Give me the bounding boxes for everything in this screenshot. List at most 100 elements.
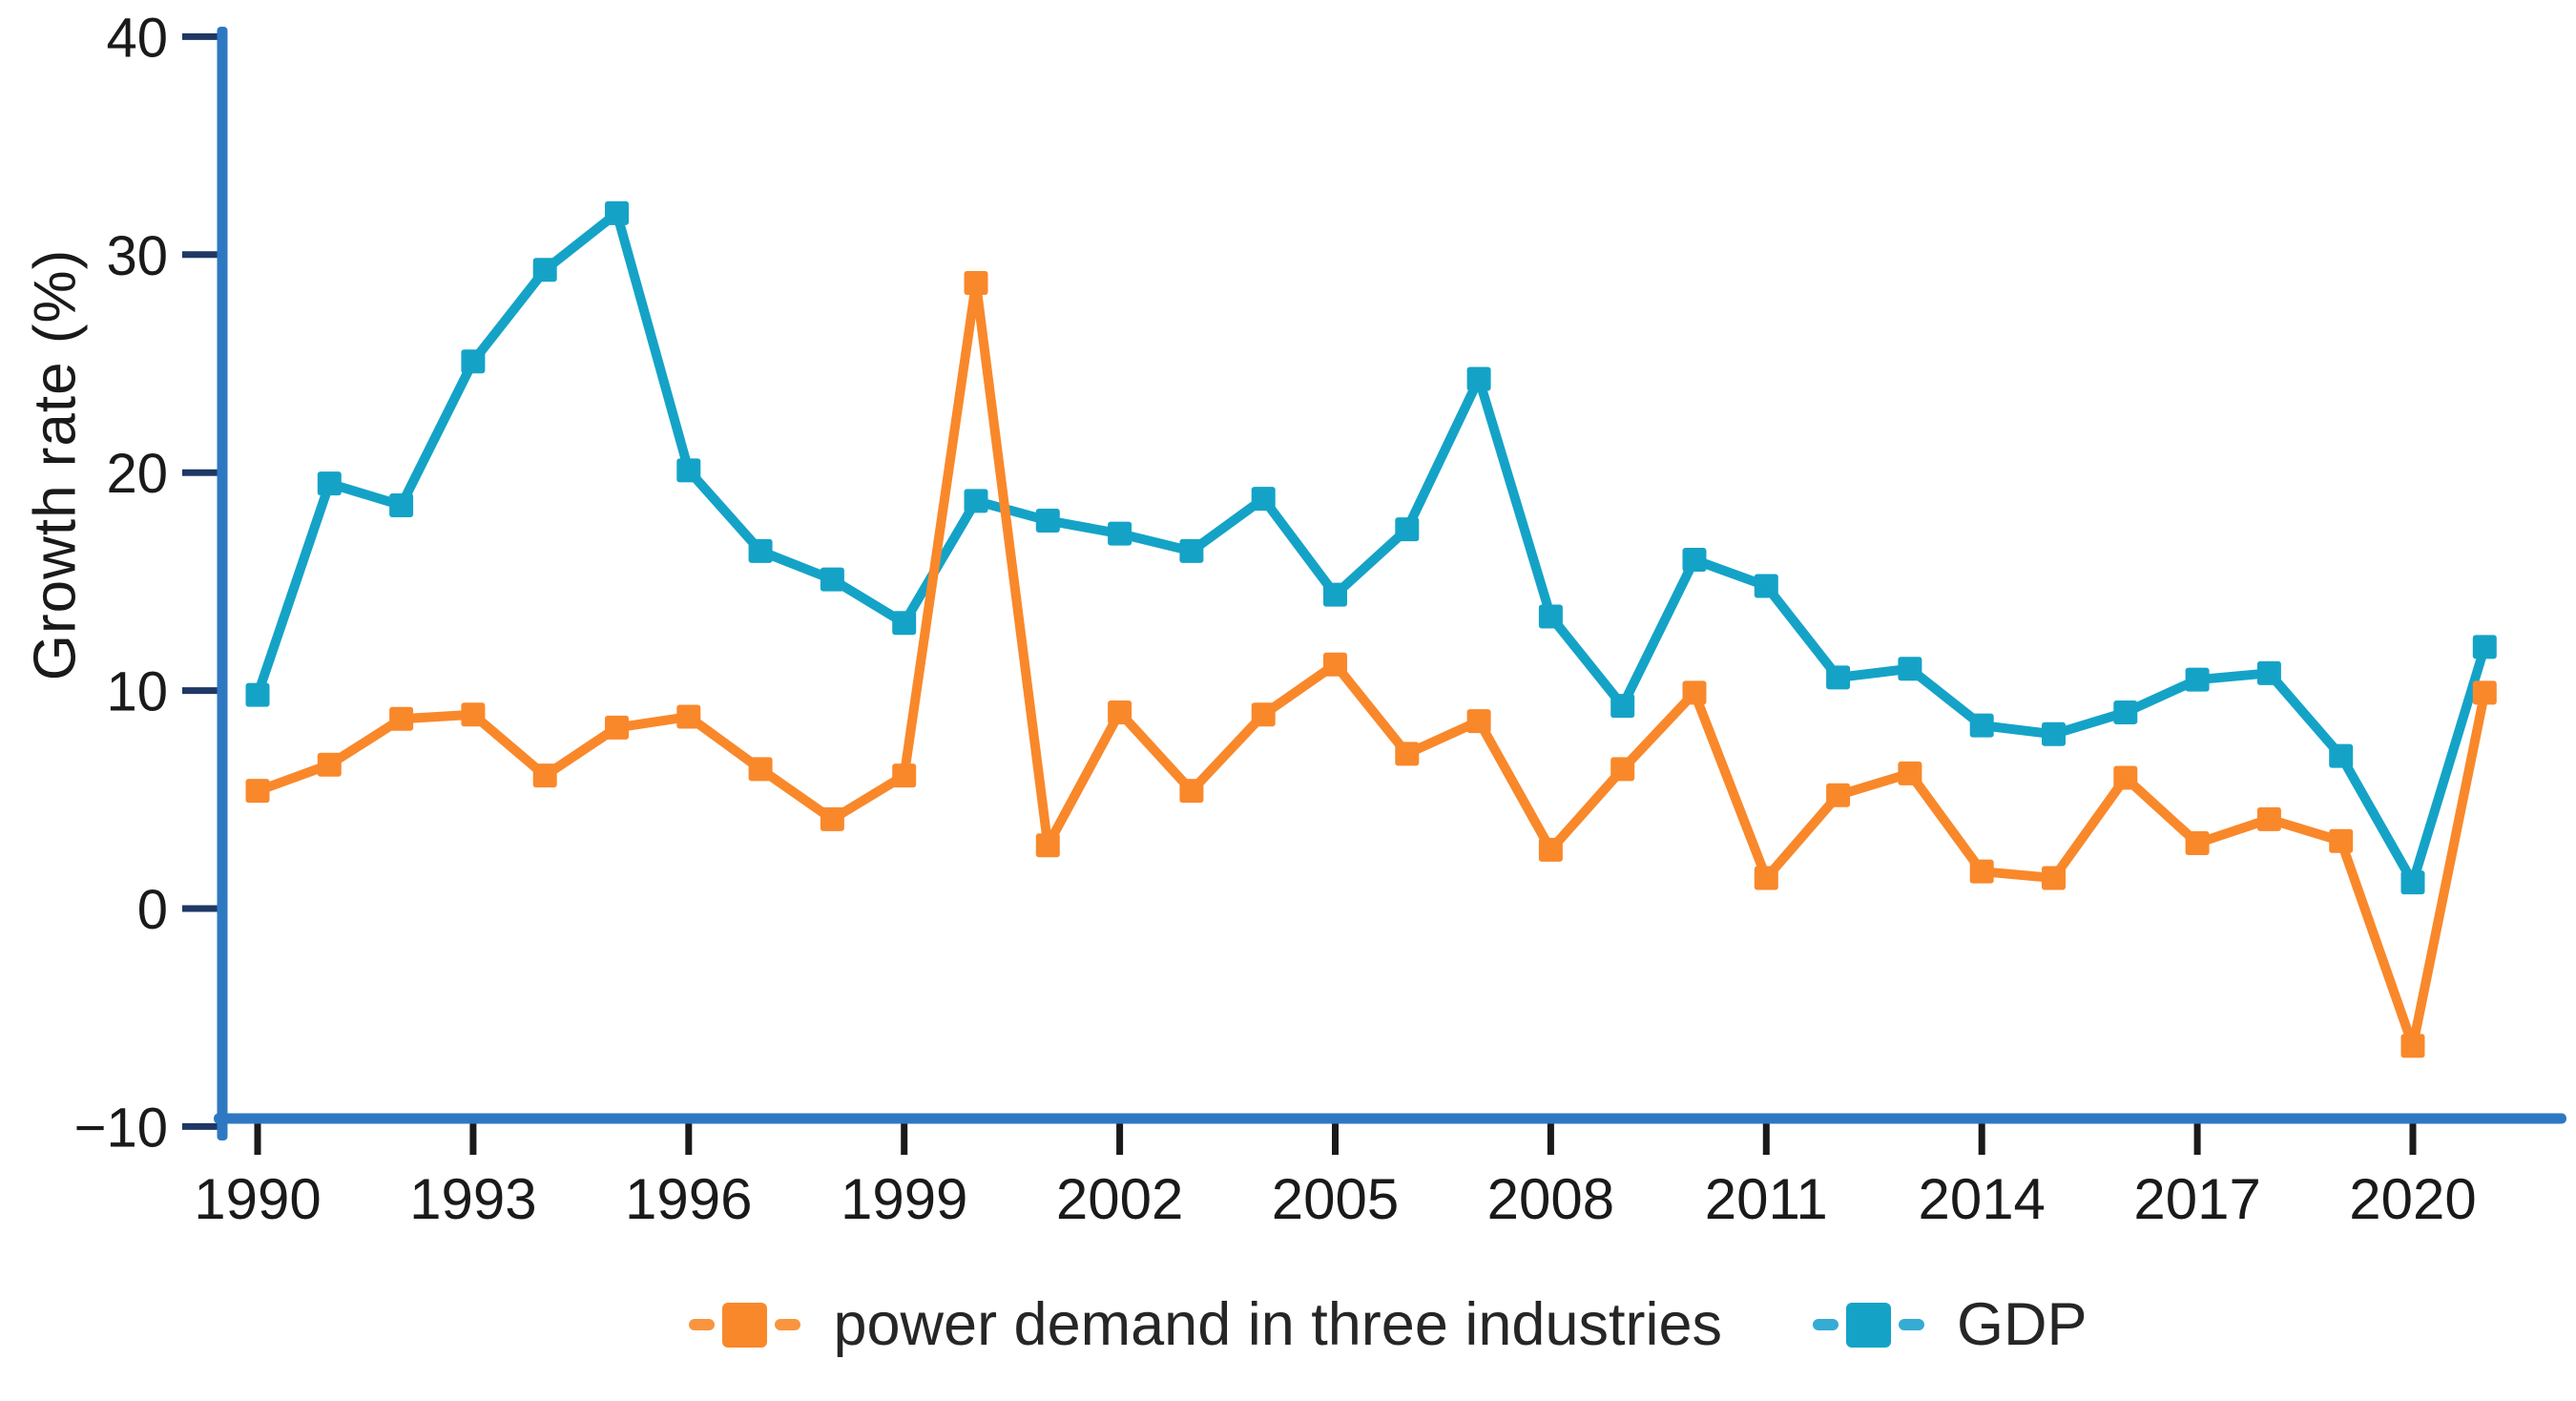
power-demand-data-point-marker — [748, 757, 773, 782]
gdp-data-point-marker — [461, 349, 486, 374]
power-demand-data-point-marker — [1682, 680, 1707, 705]
x-tick-label: 1999 — [841, 1167, 967, 1231]
gdp-data-point-marker — [2042, 721, 2066, 746]
legend-dash-right — [775, 1319, 801, 1330]
legend-label-gdp: GDP — [1957, 1291, 2088, 1358]
legend-dash-left — [689, 1319, 716, 1330]
power-demand-data-point-marker — [2042, 866, 2066, 890]
gdp-data-point-marker — [1108, 521, 1132, 546]
legend-label-power-demand: power demand in three industries — [833, 1291, 1722, 1358]
gdp-data-point-marker — [2329, 743, 2354, 768]
gdp-data-point-marker — [605, 200, 629, 225]
power-demand-data-point-marker — [532, 763, 557, 788]
legend-square-marker — [722, 1302, 768, 1348]
x-tick-label: 1993 — [409, 1167, 536, 1231]
gdp-data-point-marker — [2185, 667, 2210, 692]
gdp-data-point-marker — [2400, 870, 2425, 895]
power-demand-data-point-marker — [1898, 761, 1922, 785]
y-tick-label: 0 — [137, 879, 168, 941]
y-tick-label: −10 — [74, 1097, 168, 1159]
legend-square-marker — [1846, 1302, 1891, 1348]
x-tick-label: 2011 — [1705, 1167, 1828, 1231]
y-tick-label: 40 — [106, 7, 168, 69]
gdp-data-point-marker — [1682, 548, 1707, 573]
power-demand-data-point-marker — [2329, 828, 2354, 853]
power-demand-data-point-marker — [1251, 702, 1276, 727]
power-demand-line-marker-icon — [689, 1302, 801, 1348]
x-tick-label: 2002 — [1056, 1167, 1183, 1231]
power-demand-data-point-marker — [1610, 757, 1635, 782]
power-demand-data-point-marker — [389, 706, 414, 731]
power-demand-data-point-marker — [245, 779, 270, 804]
legend-dash-left — [1813, 1319, 1839, 1330]
power-demand-data-point-marker — [820, 806, 844, 831]
x-tick-label: 2020 — [2349, 1167, 2476, 1231]
power-demand-data-point-marker — [1826, 783, 1851, 807]
power-demand-data-point-marker — [1969, 859, 1994, 884]
gdp-data-point-marker — [1826, 665, 1851, 690]
gdp-data-point-marker — [389, 492, 414, 517]
power-demand-data-point-marker — [1538, 837, 1563, 862]
x-tick-label: 2014 — [1918, 1167, 2045, 1231]
gdp-data-point-marker — [1610, 694, 1635, 719]
gdp-line-marker-icon — [1813, 1302, 1924, 1348]
gdp-data-point-marker — [892, 611, 917, 636]
power-demand-data-point-marker — [2400, 1034, 2425, 1058]
gdp-data-point-marker — [1251, 487, 1276, 512]
power-demand-data-point-marker — [2113, 765, 2138, 790]
gdp-data-point-marker — [1466, 366, 1491, 391]
power-demand-data-point-marker — [892, 763, 917, 788]
power-demand-data-point-marker — [1754, 866, 1778, 890]
legend-dash-right — [1899, 1319, 1924, 1330]
power-demand-data-point-marker — [676, 704, 701, 729]
gdp-data-point-marker — [2472, 635, 2497, 659]
legend: power demand in three industries GDP — [0, 1290, 2576, 1359]
power-demand-data-point-marker — [964, 270, 988, 295]
gdp-data-point-marker — [1395, 517, 1420, 542]
power-demand-data-point-marker — [1395, 742, 1420, 766]
gdp-data-point-marker — [317, 471, 342, 496]
y-tick-label: 20 — [106, 443, 168, 505]
y-axis-line — [217, 27, 228, 1140]
gdp-data-point-marker — [1538, 604, 1563, 629]
power-demand-data-point-marker — [1466, 709, 1491, 734]
gdp-data-point-marker — [245, 682, 270, 707]
power-demand-data-point-marker — [461, 702, 486, 727]
gdp-data-point-marker — [820, 567, 844, 592]
gdp-line-series — [253, 208, 2490, 888]
gdp-data-point-marker — [2113, 700, 2138, 724]
gdp-data-point-marker — [2256, 660, 2281, 685]
gdp-data-point-marker — [1179, 538, 1204, 563]
power-demand-data-point-marker — [1323, 652, 1347, 677]
gdp-data-point-marker — [1035, 508, 1060, 533]
gdp-data-point-marker — [676, 458, 701, 483]
gdp-data-point-marker — [1969, 713, 1994, 738]
x-tick-label: 2005 — [1272, 1167, 1399, 1231]
power-demand-data-point-marker — [1108, 700, 1132, 724]
power-demand-line-series — [253, 278, 2490, 1051]
x-tick-label: 2008 — [1487, 1167, 1614, 1231]
x-tick-label: 1990 — [194, 1167, 321, 1231]
power-demand-data-point-marker — [605, 715, 629, 740]
legend-item-power-demand: power demand in three industries — [689, 1290, 1722, 1359]
y-tick-label: 10 — [106, 661, 168, 723]
x-tick-label: 2017 — [2133, 1167, 2260, 1231]
gdp-data-point-marker — [964, 489, 988, 513]
y-tick-label: 30 — [106, 225, 168, 287]
power-demand-data-point-marker — [317, 752, 342, 777]
gdp-data-point-marker — [1898, 657, 1922, 681]
x-axis-line — [214, 1113, 2566, 1124]
x-tick-label: 1996 — [625, 1167, 752, 1231]
power-demand-data-point-marker — [2472, 680, 2497, 705]
power-demand-data-point-marker — [1035, 833, 1060, 858]
power-demand-data-point-marker — [2256, 806, 2281, 831]
gdp-data-point-marker — [1754, 574, 1778, 598]
power-demand-data-point-marker — [2185, 830, 2210, 855]
legend-item-gdp: GDP — [1813, 1290, 2088, 1359]
gdp-data-point-marker — [748, 538, 773, 563]
gdp-data-point-marker — [1323, 582, 1347, 607]
power-demand-data-point-marker — [1179, 779, 1204, 804]
gdp-data-point-marker — [532, 258, 557, 282]
